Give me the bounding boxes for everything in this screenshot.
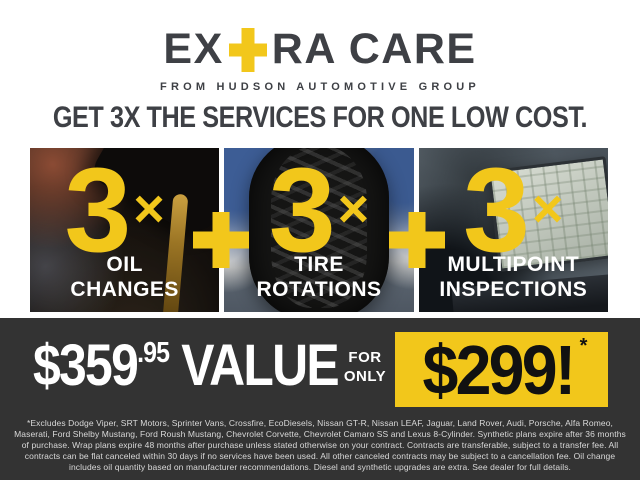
panel-oil-changes: 3× OIL CHANGES <box>30 148 220 312</box>
times-symbol: × <box>531 178 564 239</box>
plus-icon <box>193 212 249 268</box>
footnote-marker: * <box>579 335 588 357</box>
plus-icon <box>389 212 445 268</box>
panel-label-line: TIRE <box>294 252 344 276</box>
logo-text-end: RA CARE <box>271 24 477 73</box>
panel-tire-rotations: 3× TIRE ROTATIONS <box>224 148 414 312</box>
disclaimer-text: *Excludes Dodge Viper, SRT Motors, Sprin… <box>14 418 626 472</box>
value-word: VALUE <box>181 333 339 398</box>
headline: GET 3X THE SERVICES FOR ONE LOW COST. <box>52 101 588 134</box>
panel-label-line: CHANGES <box>70 278 179 302</box>
multiplier-3x: 3× <box>419 150 608 270</box>
value-cents: .95 <box>137 337 170 369</box>
times-symbol: × <box>337 178 370 239</box>
price-bar: $359.95 VALUE FOR ONLY $299! * *Excludes D… <box>0 318 640 480</box>
sale-price-box: $299! * <box>395 332 608 407</box>
multiplier-3x: 3× <box>30 150 209 270</box>
multiplier-number: 3 <box>64 148 132 277</box>
sale-price: $299! <box>422 330 576 409</box>
service-panels: 3× OIL CHANGES 3× TIRE ROTATIONS 3× <box>30 148 608 312</box>
oil-pouring-photo <box>30 148 220 312</box>
panel-multipoint-inspections: 3× MULTIPOINT INSPECTIONS <box>418 148 608 312</box>
panel-label-line: OIL <box>106 252 143 276</box>
tire-photo <box>224 148 414 312</box>
logo-tagline: FROM HUDSON AUTOMOTIVE GROUP <box>160 81 480 93</box>
panel-label-line: INSPECTIONS <box>439 278 588 302</box>
multiplier-3x: 3× <box>224 150 413 270</box>
multiplier-number: 3 <box>268 148 336 277</box>
logo-wordmark: EX RA CARE <box>0 24 640 74</box>
for-only-label: FOR ONLY <box>336 349 394 387</box>
only-label: ONLY <box>343 367 387 385</box>
value-price: $359.95 VALUE <box>33 332 340 399</box>
logo: EX RA CARE FROM HUDSON AUTOMOTIVE GROUP <box>0 24 640 94</box>
panel-label-line: MULTIPOINT <box>447 252 580 276</box>
value-amount: $359 <box>33 333 139 398</box>
laptop-inspection-photo <box>418 148 608 312</box>
panel-label: OIL CHANGES <box>30 252 219 303</box>
for-label: FOR <box>348 349 382 366</box>
panel-label-line: ROTATIONS <box>256 278 382 302</box>
panel-label: TIRE ROTATIONS <box>224 252 413 303</box>
multiplier-number: 3 <box>463 148 530 277</box>
plus-icon <box>229 28 267 72</box>
panel-label: MULTIPOINT INSPECTIONS <box>419 252 608 303</box>
logo-text-start: EX <box>163 24 224 73</box>
times-symbol: × <box>133 178 165 239</box>
tire <box>248 148 390 312</box>
